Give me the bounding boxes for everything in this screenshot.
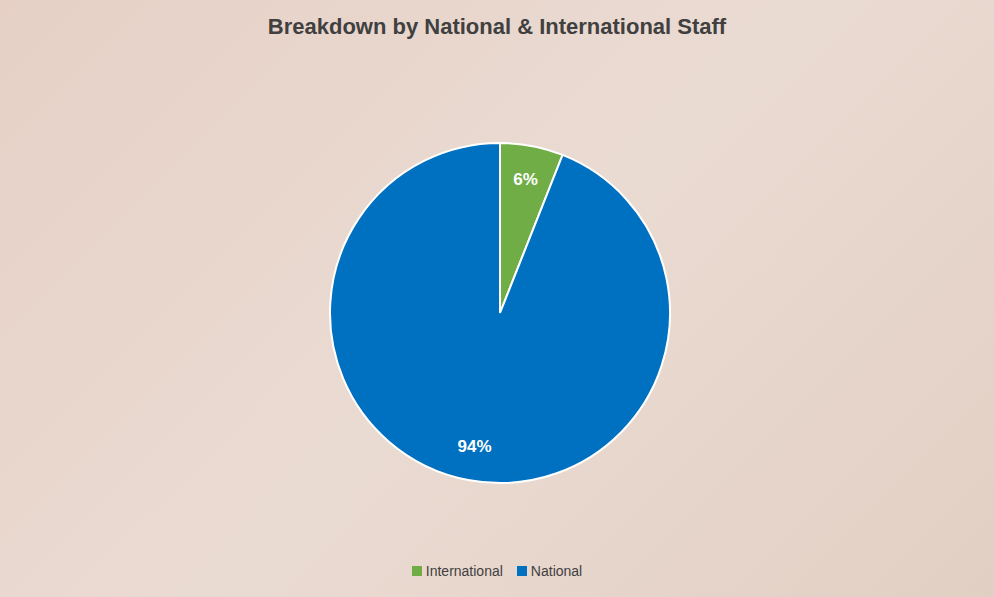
html-text:Breakdown by National & Intern: Breakdown by National & International St…: [267, 14, 727, 39]
svg-text:6%: 6%: [513, 170, 538, 189]
svg-text:94%: 94%: [458, 437, 492, 456]
html-text:National: National: [530, 563, 583, 579]
html-text:International: International: [425, 563, 503, 579]
